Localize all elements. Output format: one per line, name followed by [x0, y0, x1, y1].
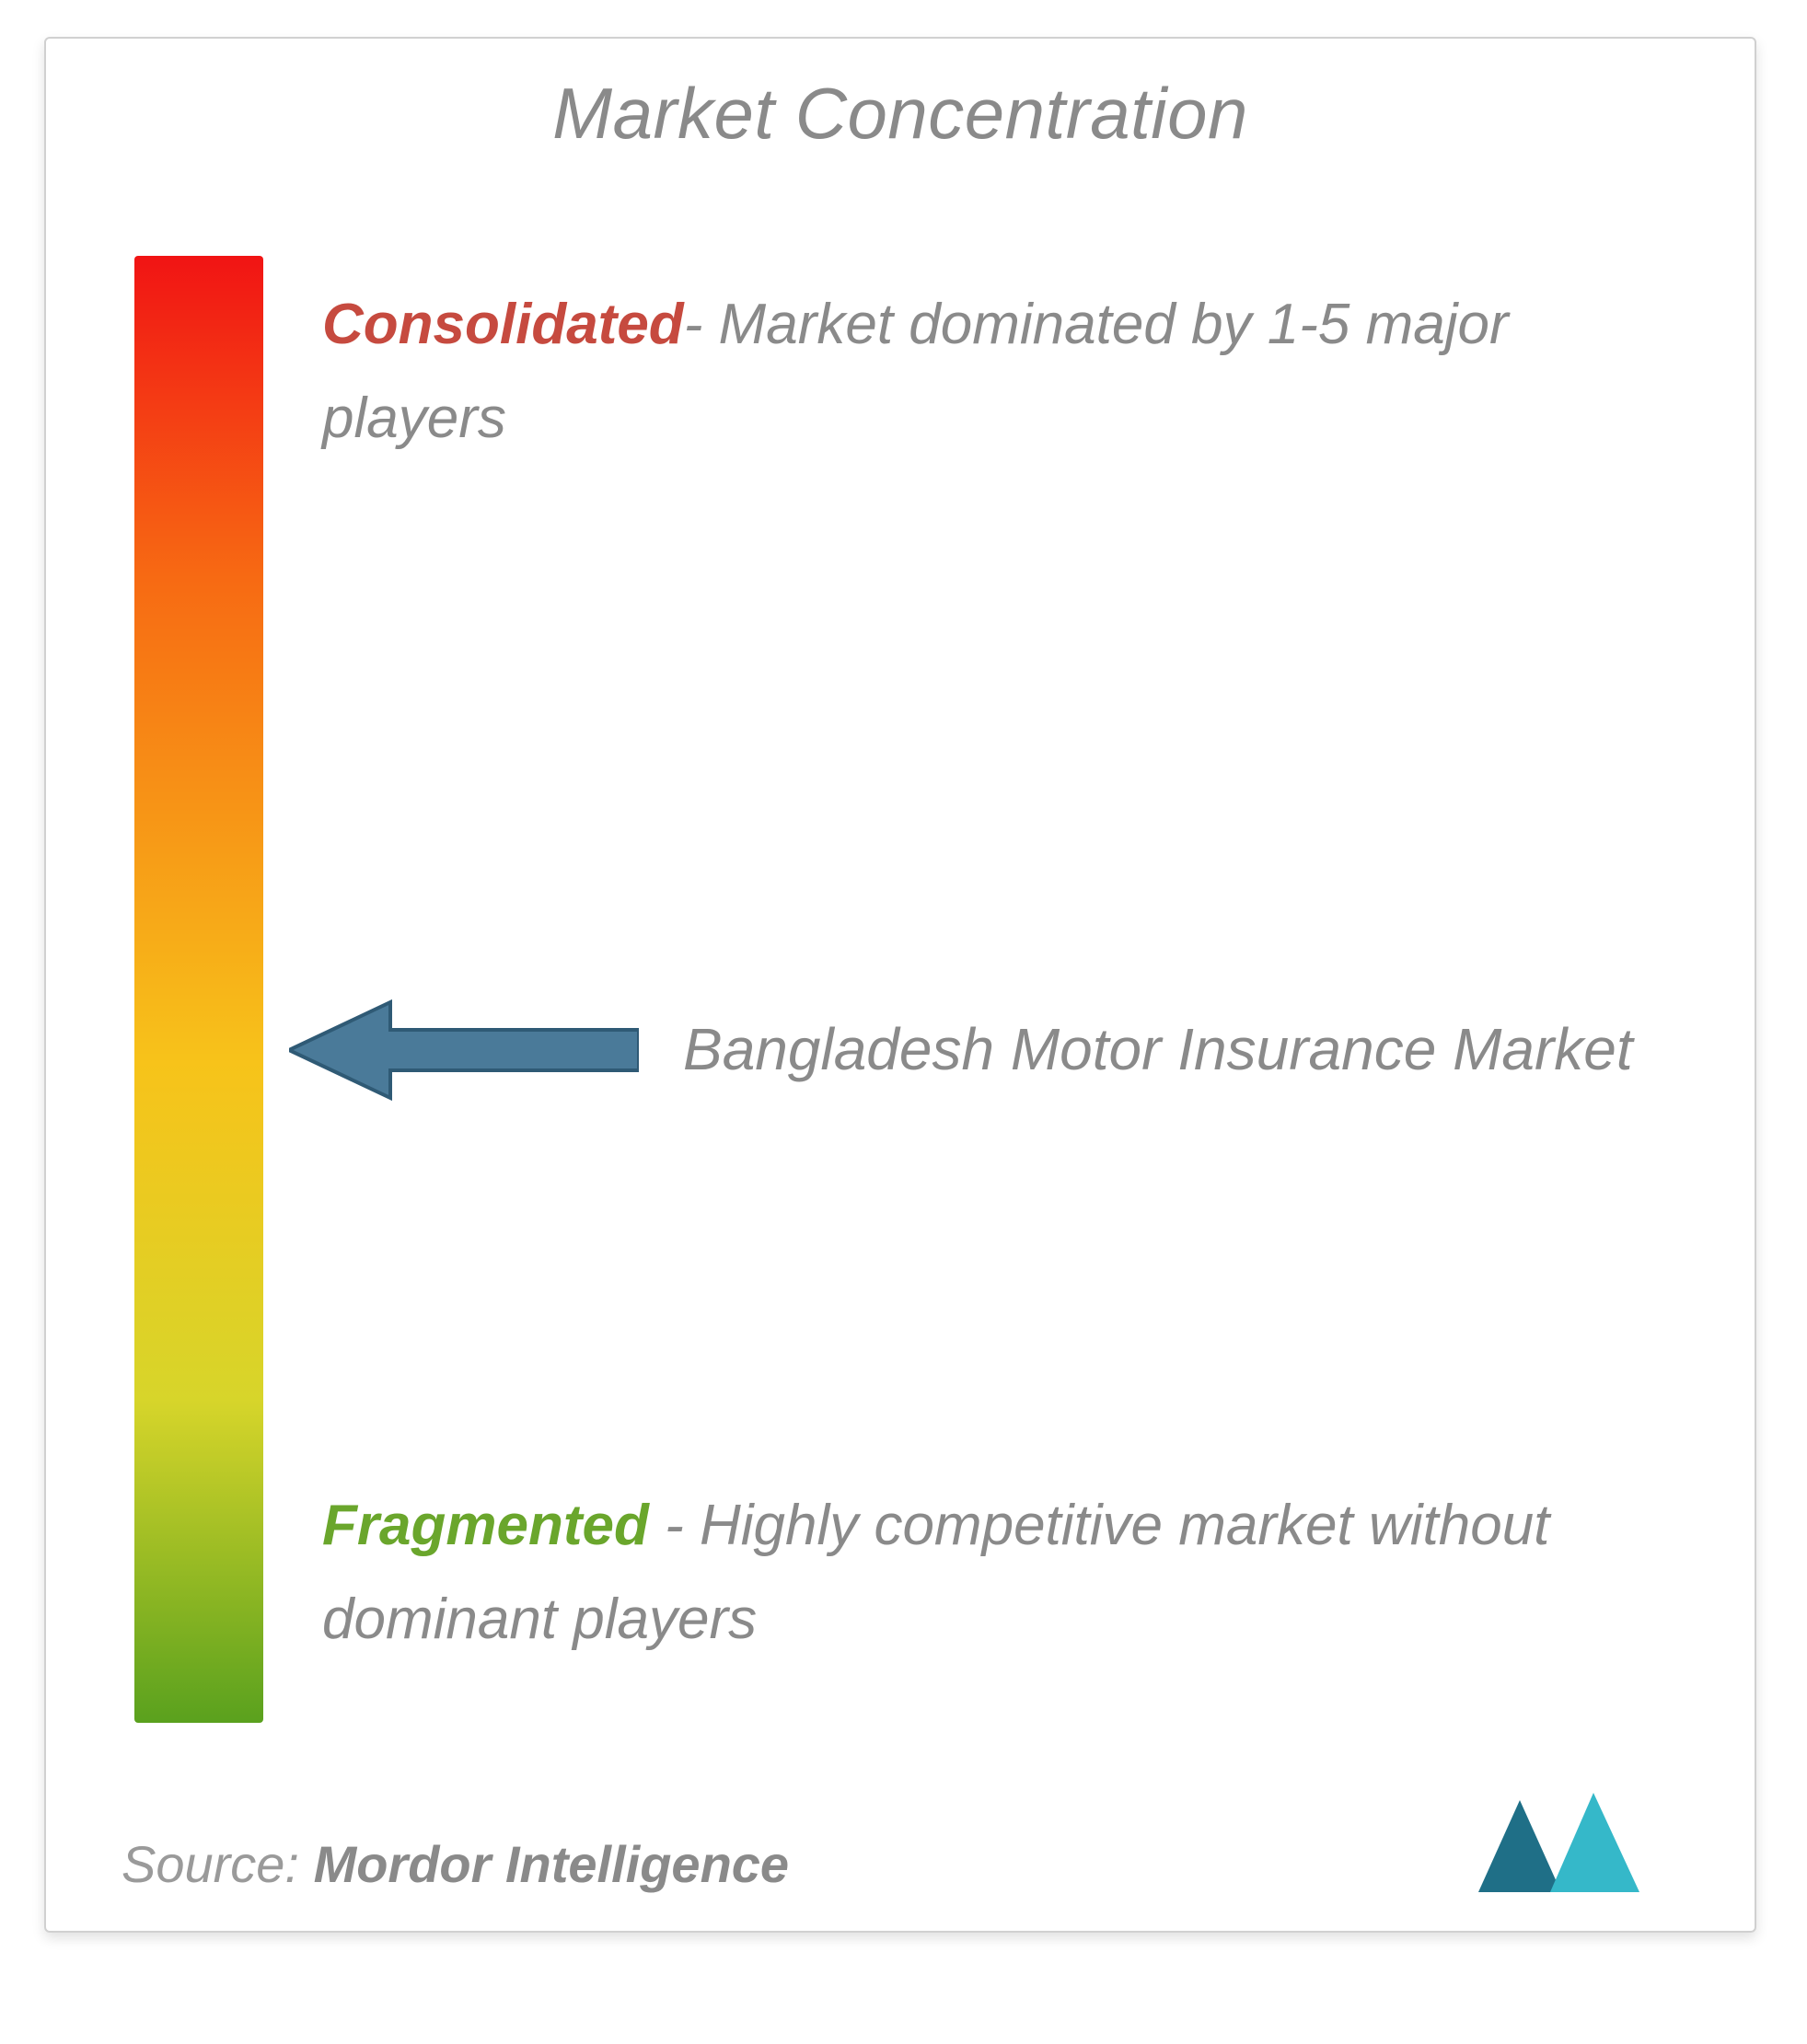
chart-title: Market Concentration: [46, 72, 1755, 156]
logo-right-shape: [1550, 1793, 1639, 1892]
arrow-shape: [289, 1002, 639, 1098]
source-line: Source: Mordor Intelligence: [122, 1834, 789, 1894]
infographic-card: Market Concentration Consolidated- Marke…: [44, 37, 1756, 1933]
market-pointer: Bangladesh Motor Insurance Market: [289, 995, 1633, 1105]
arrow-left-icon: [289, 995, 639, 1105]
market-label: Bangladesh Motor Insurance Market: [683, 1007, 1633, 1092]
logo-left-shape: [1478, 1800, 1561, 1892]
concentration-gradient-bar: [134, 256, 263, 1723]
consolidated-label: Consolidated- Market dominated by 1-5 ma…: [322, 278, 1681, 467]
fragmented-key: Fragmented: [322, 1494, 649, 1557]
source-value: Mordor Intelligence: [314, 1835, 790, 1893]
mordor-logo-icon: [1469, 1793, 1644, 1894]
consolidated-key: Consolidated: [322, 293, 684, 356]
source-label: Source:: [122, 1835, 314, 1893]
fragmented-label: Fragmented - Highly competitive market w…: [322, 1479, 1681, 1668]
